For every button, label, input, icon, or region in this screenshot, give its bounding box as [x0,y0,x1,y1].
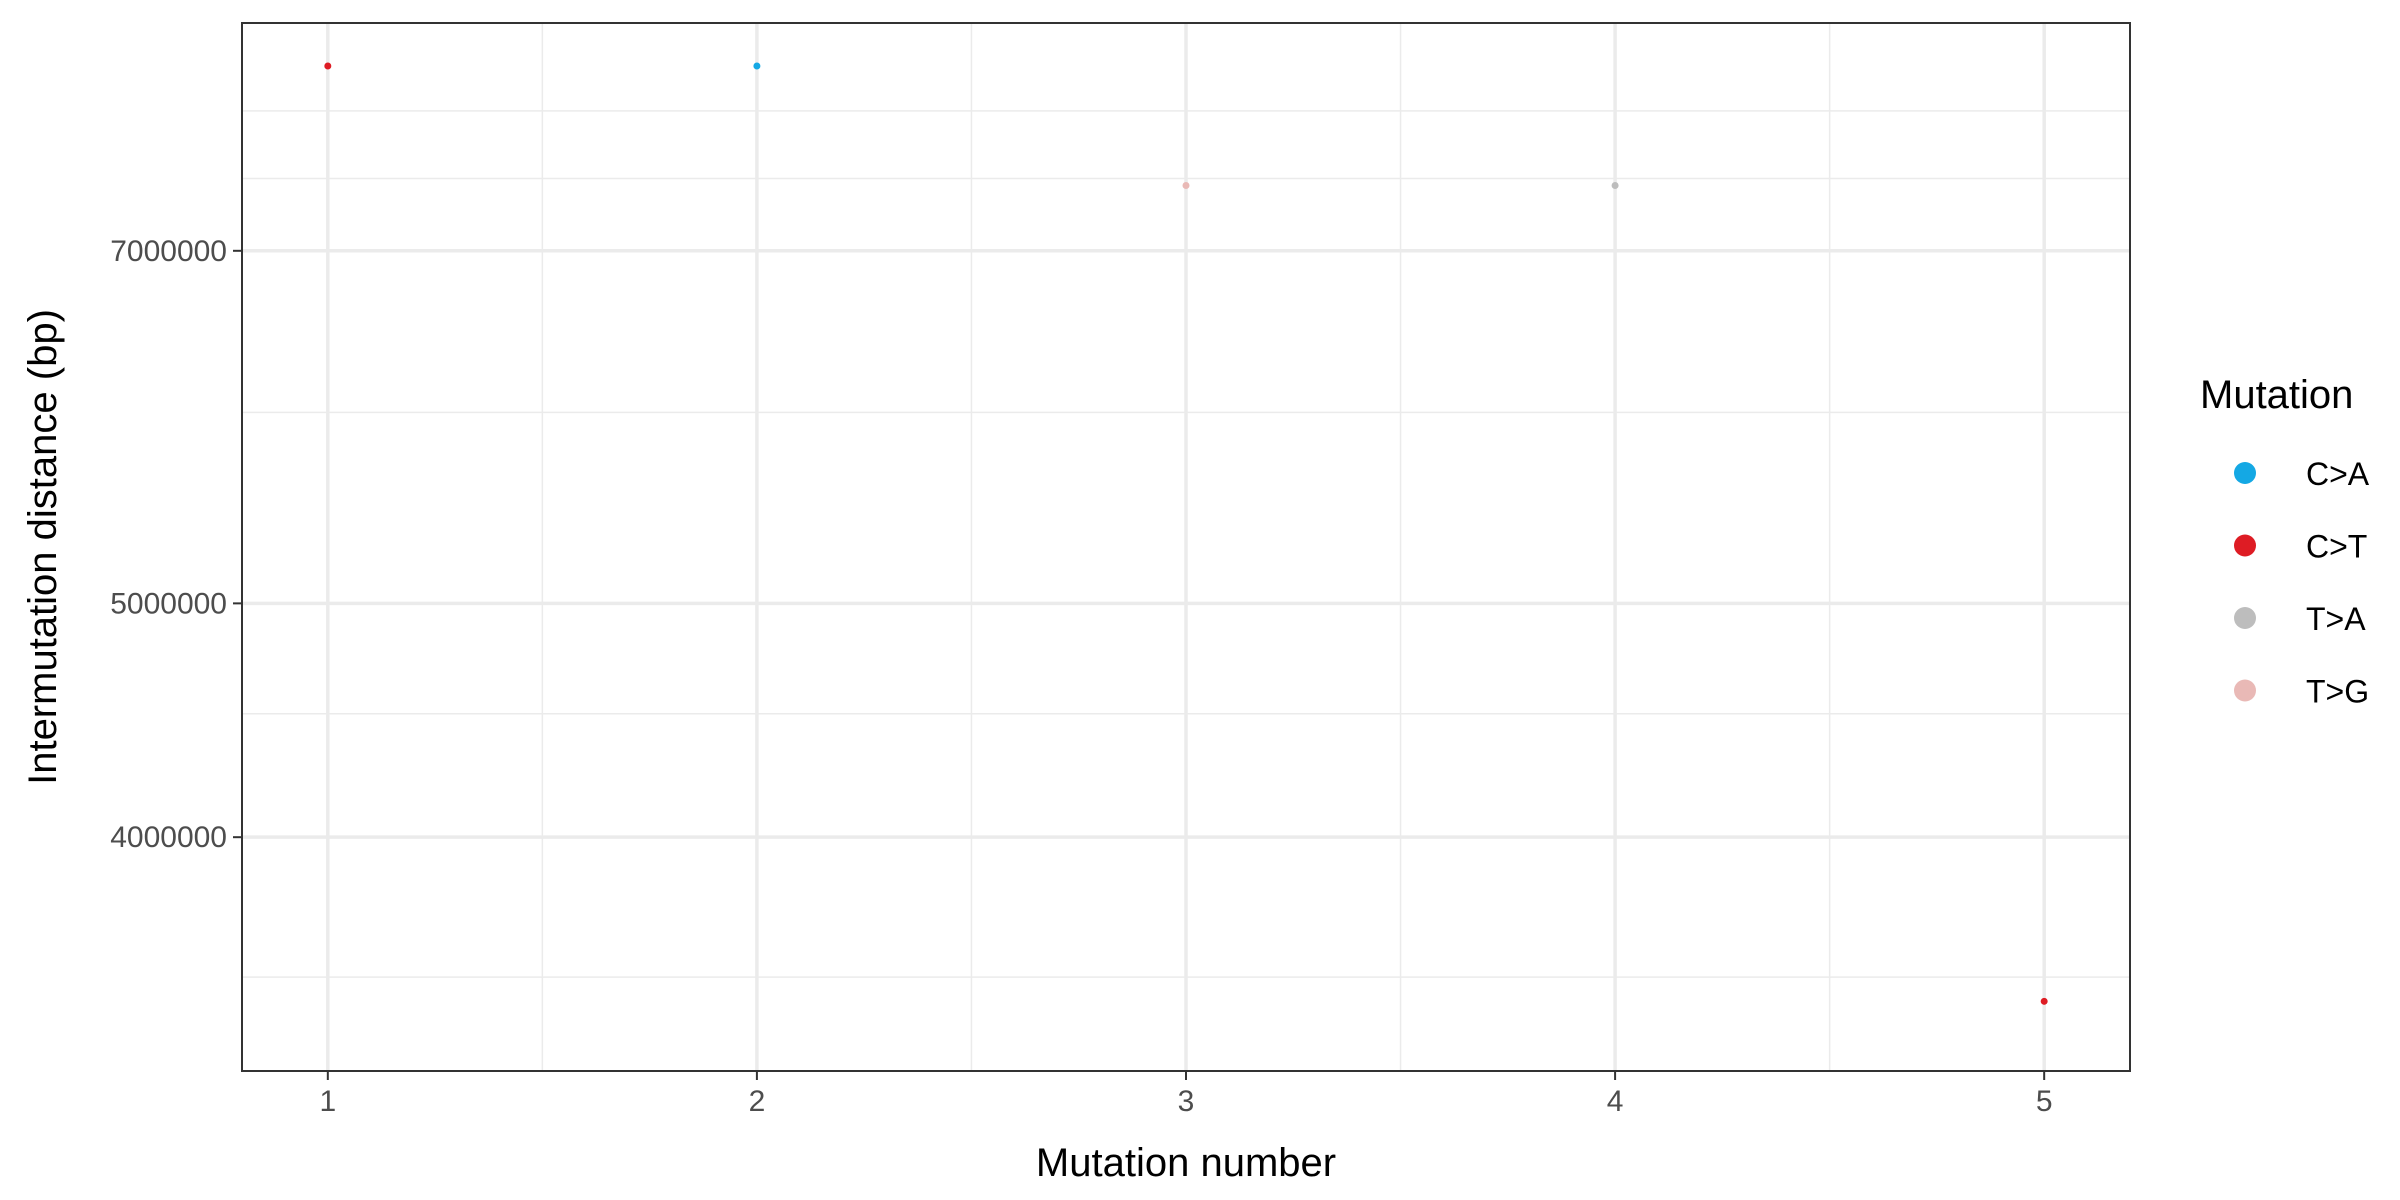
data-points [324,62,2048,1005]
x-tick-label: 2 [749,1085,766,1118]
y-tick-label: 4000000 [110,821,227,854]
data-point [753,62,761,70]
legend-label: C>A [2306,456,2370,492]
grid-major [242,23,2130,1071]
y-axis-ticks: 4000000 5000000 7000000 [110,235,242,854]
x-tick-label: 3 [1178,1085,1195,1118]
legend-label: T>G [2306,674,2369,710]
x-tick-label: 4 [1607,1085,1624,1118]
x-axis-ticks: 1 2 3 4 5 [319,1071,2053,1118]
y-axis-title: Intermutation distance (bp) [21,309,65,785]
legend-key [2234,607,2256,629]
data-point [324,62,332,70]
legend-key [2234,679,2256,702]
legend-key [2234,462,2256,484]
x-axis-title: Mutation number [1036,1141,1336,1185]
legend-label: C>T [2306,529,2367,565]
legend-key [2234,534,2256,557]
data-point [1611,182,1619,190]
legend-title: Mutation [2200,373,2353,417]
legend: C>A C>T T>A T>G [2234,456,2370,710]
legend-label: T>A [2306,601,2366,637]
x-tick-label: 5 [2036,1085,2053,1118]
y-tick-label: 7000000 [110,235,227,268]
data-point [2040,997,2048,1005]
x-tick-label: 1 [319,1085,336,1118]
y-tick-label: 5000000 [110,587,227,620]
data-point [1182,182,1190,190]
